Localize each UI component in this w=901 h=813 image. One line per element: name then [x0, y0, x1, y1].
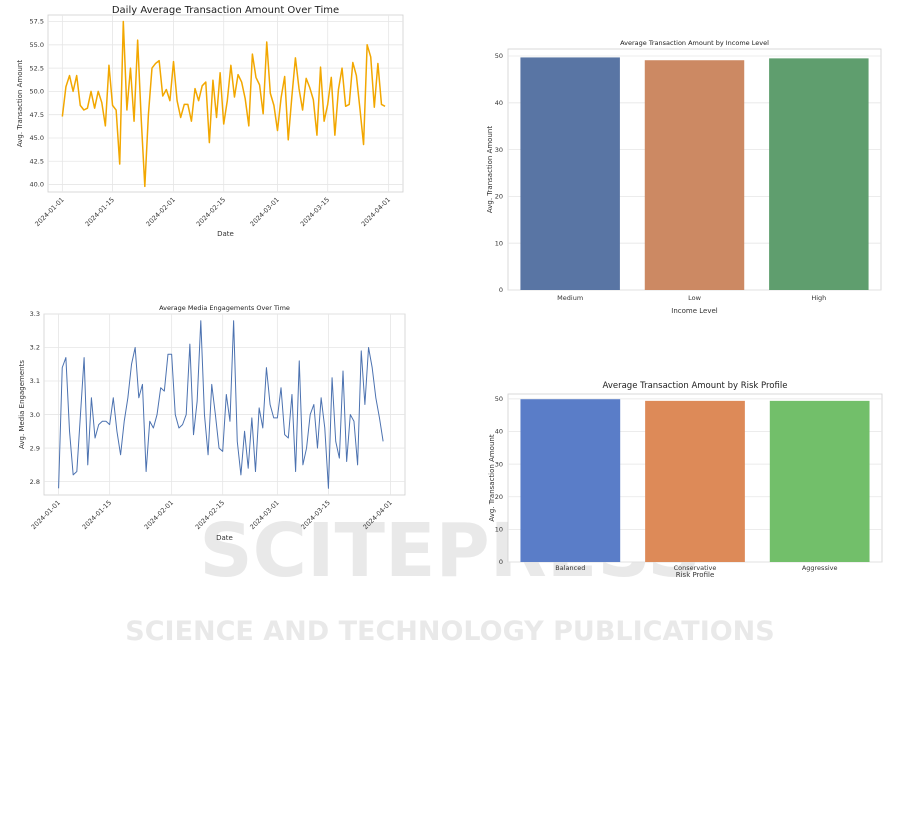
y-tick-label: 2.8 [30, 478, 40, 486]
x-tick-label: 2024-01-01 [33, 196, 65, 228]
y-tick-label: 3.0 [30, 411, 40, 419]
bar-balanced [520, 399, 621, 562]
y-tick-label: 30 [495, 146, 503, 154]
plot-area [43, 313, 406, 496]
x-axis-label: Income Level [671, 307, 718, 315]
y-tick-label: 30 [495, 460, 503, 468]
x-tick-label: 2024-01-01 [30, 499, 62, 531]
y-tick-label: 47.5 [30, 111, 44, 119]
chart-title: Average Transaction Amount by Risk Profi… [603, 381, 788, 391]
y-tick-label: 40 [495, 99, 503, 107]
y-tick-label: 20 [495, 193, 503, 201]
bar-medium [520, 57, 620, 290]
y-tick-label: 50.0 [30, 88, 44, 96]
x-axis-label: Date [216, 534, 233, 542]
x-tick-label: 2024-01-15 [81, 499, 113, 531]
y-tick-label: 45.0 [30, 134, 44, 142]
chart-title: Daily Average Transaction Amount Over Ti… [112, 5, 339, 16]
bar-high [769, 58, 869, 290]
y-tick-label: 52.5 [30, 64, 44, 72]
y-tick-label: 3.2 [30, 344, 40, 352]
x-tick-label: 2024-03-01 [249, 196, 281, 228]
x-tick-label: Balanced [555, 564, 585, 572]
y-tick-label: 3.3 [30, 310, 40, 318]
chart-daily-transaction: 40.0 42.5 45.0 47.5 50.0 52.5 55.0 57.5 2024-01-… [16, 5, 404, 238]
chart-title: Average Transaction Amount by Income Lev… [620, 39, 769, 47]
y-tick-label: 50 [495, 52, 503, 60]
y-tick-label: 10 [495, 526, 503, 534]
x-tick-label: Aggressive [802, 564, 838, 572]
x-tick-label: Low [688, 294, 701, 302]
bar-conservative [645, 400, 745, 562]
y-tick-label: 42.5 [30, 157, 44, 165]
y-tick-label: 40 [495, 428, 503, 436]
y-tick-label: 3.1 [30, 377, 40, 385]
x-tick-label: 2024-02-01 [145, 196, 177, 228]
x-tick-label: 2024-02-01 [143, 499, 175, 531]
y-tick-label: 40.0 [30, 181, 44, 189]
y-axis-label: Avg. Media Engagements [18, 360, 26, 449]
x-tick-label: Conservative [674, 564, 717, 572]
chart-title: Average Media Engagements Over Time [159, 304, 290, 312]
series-line [61, 20, 386, 188]
y-tick-label: 2.9 [30, 444, 40, 452]
bar-aggressive [769, 400, 870, 562]
y-tick-label: 0 [499, 286, 503, 294]
chart-income-level: 0 10 20 30 40 50 Medium Low High Average Transact… [486, 39, 882, 315]
y-axis-label: Avg. Transaction Amount [16, 60, 24, 147]
x-axis-label: Risk Profile [676, 571, 715, 579]
bar-low [644, 60, 745, 291]
x-tick-label: High [811, 294, 826, 302]
x-tick-label: 2024-01-15 [84, 196, 116, 228]
x-tick-label: 2024-04-01 [360, 196, 392, 228]
x-tick-label: 2024-03-15 [299, 196, 331, 228]
x-axis-label: Date [217, 230, 234, 238]
y-tick-label: 55.0 [30, 41, 44, 49]
y-axis-label: Avg. Transaction Amount [488, 434, 496, 521]
chart-risk-profile: 0 10 20 30 40 50 Balanced Conservative Aggressiv… [488, 381, 883, 579]
y-tick-label: 20 [495, 493, 503, 501]
chart-media-engagements: 2.8 2.9 3.0 3.1 3.2 3.3 2024-01-01 2024-01-15 20… [18, 304, 406, 542]
y-tick-label: 50 [495, 395, 503, 403]
watermark-small: SCIENCE AND TECHNOLOGY PUBLICATIONS [125, 616, 774, 647]
y-tick-label: 57.5 [30, 18, 44, 26]
series-line [58, 320, 384, 489]
y-tick-label: 10 [495, 239, 503, 247]
y-axis-label: Avg. Transaction Amount [486, 126, 494, 213]
y-tick-label: 0 [499, 558, 503, 566]
x-tick-label: Medium [557, 294, 583, 302]
x-tick-label: 2024-02-15 [195, 196, 227, 228]
